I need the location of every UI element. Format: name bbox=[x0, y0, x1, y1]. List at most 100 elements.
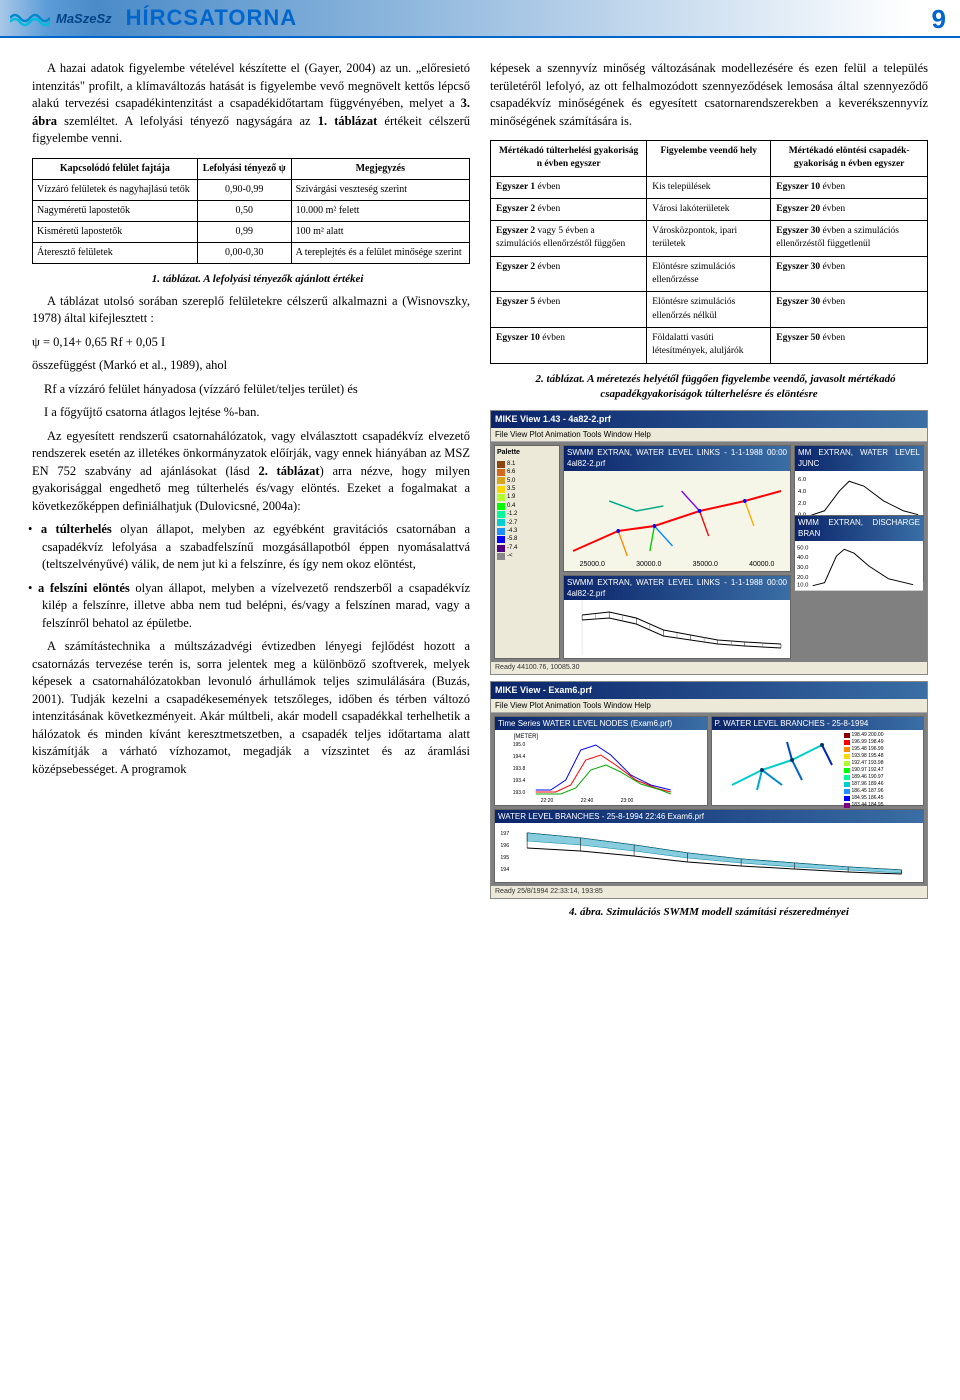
t1-cell-2-1: 0,99 bbox=[197, 221, 291, 242]
table2-caption: 2. táblázat. A méretezés helyétől függőe… bbox=[490, 372, 928, 403]
t1-cell-3-1: 0,00-0,30 bbox=[197, 242, 291, 263]
sim1-menubar: File View Plot Animation Tools Window He… bbox=[491, 428, 927, 442]
t1-cell-3-0: Áteresztő felületek bbox=[33, 242, 198, 263]
svg-text:10.0: 10.0 bbox=[797, 582, 809, 588]
t2-cell-3-2: Egyszer 30 évben bbox=[771, 256, 928, 292]
t2-h1: Figyelembe veendő hely bbox=[647, 141, 771, 177]
t2-cell-1-2: Egyszer 20 évben bbox=[771, 198, 928, 220]
t1-cell-2-0: Kisméretű lapostetők bbox=[33, 221, 198, 242]
left-p4: Az egyesített rendszerű csatornahálózato… bbox=[32, 428, 470, 516]
sim1-mini1-title: MM EXTRAN, WATER LEVEL JUNC bbox=[795, 446, 923, 470]
t2-h0: Mértékadó túlterhelési gyakoriság n évbe… bbox=[491, 141, 647, 177]
logo-area: MaSzeSz bbox=[10, 8, 112, 28]
t2-cell-1-1: Városi lakóterületek bbox=[647, 198, 771, 220]
sim1-mini2-title: WMM EXTRAN, DISCHARGE BRAN bbox=[795, 516, 923, 540]
sim1-palette: Palette 8.16.65.03.51.90.4-1.2-2.7-4.3-5… bbox=[494, 445, 560, 659]
sim1-map-title: SWMM EXTRAN, WATER LEVEL LINKS - 1-1-198… bbox=[564, 446, 790, 470]
t2-cell-4-0: Egyszer 5 évben bbox=[491, 292, 647, 328]
t2-cell-5-1: Földalatti vasúti létesítmények, aluljár… bbox=[647, 327, 771, 363]
t2-cell-2-0: Egyszer 2 vagy 5 évben a szimulációs ell… bbox=[491, 221, 647, 257]
left-column: A hazai adatok figyelembe vételével kész… bbox=[32, 60, 470, 926]
sim2-net-title: P. WATER LEVEL BRANCHES - 25-8-1994 bbox=[712, 717, 924, 730]
t2-cell-2-1: Városközpontok, ipari területek bbox=[647, 221, 771, 257]
sim2-timeseries: Time Series WATER LEVEL NODES (Exam6.prf… bbox=[494, 716, 708, 806]
t2-cell-4-2: Egyszer 30 évben bbox=[771, 292, 928, 328]
t2-cell-1-0: Egyszer 2 évben bbox=[491, 198, 647, 220]
svg-text:193.0: 193.0 bbox=[513, 790, 526, 796]
svg-text:22:20: 22:20 bbox=[541, 798, 554, 804]
sim1-mini1: MM EXTRAN, WATER LEVEL JUNC 6.0 4.0 2.0 … bbox=[794, 445, 924, 512]
sim2-body: Time Series WATER LEVEL NODES (Exam6.prf… bbox=[491, 713, 927, 886]
sim2-titlebar: MIKE View - Exam6.prf bbox=[491, 682, 927, 699]
t2-cell-0-0: Egyszer 1 évben bbox=[491, 176, 647, 198]
sim2-profile: WATER LEVEL BRANCHES - 25-8-1994 22:46 E… bbox=[494, 809, 924, 883]
t1-h0: Kapcsolódó felület fajtája bbox=[33, 158, 198, 179]
svg-text:193.4: 193.4 bbox=[513, 778, 526, 784]
bullet2-text: a felszíni elöntés olyan állapot, melybe… bbox=[38, 581, 470, 630]
t2-cell-4-1: Elöntésre szimulációs ellenőrzés nélkül bbox=[647, 292, 771, 328]
table2: Mértékadó túlterhelési gyakoriság n évbe… bbox=[490, 140, 928, 364]
svg-text:6.0: 6.0 bbox=[798, 477, 807, 483]
bullet1: a túlterhelés olyan állapot, melyben az … bbox=[32, 521, 470, 574]
t1-cell-1-1: 0,50 bbox=[197, 200, 291, 221]
t1-cell-2-2: 100 m² alatt bbox=[291, 221, 469, 242]
t2-cell-3-1: Elöntésre szimulációs ellenőrzésse bbox=[647, 256, 771, 292]
t2-h2: Mértékadó elöntési csapadék-gyakoriság n… bbox=[771, 141, 928, 177]
fig4-caption: 4. ábra. Szimulációs SWMM modell számítá… bbox=[490, 905, 928, 920]
t1-cell-0-1: 0,90-0,99 bbox=[197, 179, 291, 200]
t2-cell-5-0: Egyszer 10 évben bbox=[491, 327, 647, 363]
svg-text:196: 196 bbox=[500, 843, 509, 849]
svg-text:193.8: 193.8 bbox=[513, 766, 526, 772]
logo-text: MaSzeSz bbox=[56, 11, 112, 26]
sim2-ts-chart: [METER] 195.0 194.4 193.8 193.4 193.0 bbox=[495, 730, 707, 805]
sim1-titlebar: MIKE View 1.43 - 4a82-2.prf bbox=[491, 411, 927, 428]
svg-text:23:00: 23:00 bbox=[621, 798, 634, 804]
svg-text:195: 195 bbox=[500, 855, 509, 861]
t1-cell-0-2: Szivárgási veszteség szerint bbox=[291, 179, 469, 200]
sim-figure-1: MIKE View 1.43 - 4a82-2.prf File View Pl… bbox=[490, 410, 928, 898]
sim2-profile-title: WATER LEVEL BRANCHES - 25-8-1994 22:46 E… bbox=[495, 810, 923, 823]
sim2-network: P. WATER LEVEL BRANCHES - 25-8-1994 bbox=[711, 716, 925, 806]
t1-cell-3-2: A tereplejtés és a felület minősége szer… bbox=[291, 242, 469, 263]
t2-cell-0-2: Egyszer 10 évben bbox=[771, 176, 928, 198]
var-i: I a főgyűjtő csatorna átlagos lejtése %-… bbox=[32, 404, 470, 422]
sim2-status: Ready 25/8/1994 22:33:14, 193:85 bbox=[491, 886, 927, 898]
sim2-window: MIKE View - Exam6.prf File View Plot Ani… bbox=[490, 681, 928, 898]
t2-cell-5-2: Egyszer 50 évben bbox=[771, 327, 928, 363]
bullet1-text: a túlterhelés olyan állapot, melyben az … bbox=[41, 522, 470, 571]
sim1-profile-chart bbox=[564, 600, 790, 655]
sim2-ts-title: Time Series WATER LEVEL NODES (Exam6.prf… bbox=[495, 717, 707, 730]
t1-cell-0-0: Vízzáró felületek és nagyhajlású tetők bbox=[33, 179, 198, 200]
right-column: képesek a szennyvíz minőség változásának… bbox=[490, 60, 928, 926]
left-p1: A hazai adatok figyelembe vételével kész… bbox=[32, 60, 470, 148]
svg-text:40.0: 40.0 bbox=[797, 555, 809, 561]
svg-text:20.0: 20.0 bbox=[797, 574, 809, 580]
svg-text:194.4: 194.4 bbox=[513, 754, 526, 760]
sim1-map-panel: SWMM EXTRAN, WATER LEVEL LINKS - 1-1-198… bbox=[563, 445, 791, 571]
t1-cell-1-2: 10.000 m² felett bbox=[291, 200, 469, 221]
t2-cell-2-2: Egyszer 30 évben a szimulációs ellenőrzé… bbox=[771, 221, 928, 257]
sim1-profile-panel: SWMM EXTRAN, WATER LEVEL LINKS - 1-1-198… bbox=[563, 575, 791, 660]
t1-h2: Megjegyzés bbox=[291, 158, 469, 179]
wave-logo-icon bbox=[10, 8, 50, 28]
header-bar: MaSzeSz HÍRCSATORNA 9 bbox=[0, 0, 960, 38]
svg-text:2.0: 2.0 bbox=[798, 500, 807, 506]
sim2-profile-chart: 197 196 195 194 bbox=[495, 823, 923, 878]
sim2-net-chart bbox=[712, 730, 842, 805]
svg-text:50.0: 50.0 bbox=[797, 545, 809, 551]
content-area: A hazai adatok figyelembe vételével kész… bbox=[0, 38, 960, 946]
t2-cell-3-0: Egyszer 2 évben bbox=[491, 256, 647, 292]
sim1-right-charts: MM EXTRAN, WATER LEVEL JUNC 6.0 4.0 2.0 … bbox=[794, 445, 924, 659]
table1-caption: 1. táblázat. A lefolyási tényezők ajánlo… bbox=[32, 272, 470, 287]
sim1-window: MIKE View 1.43 - 4a82-2.prf File View Pl… bbox=[490, 410, 928, 675]
sim2-menubar: File View Plot Animation Tools Window He… bbox=[491, 699, 927, 713]
left-p2: A táblázat utolsó sorában szereplő felül… bbox=[32, 293, 470, 328]
var-rf: Rf a vízzáró felület hányadosa (vízzáró … bbox=[32, 381, 470, 399]
t1-cell-1-0: Nagyméretű lapostetők bbox=[33, 200, 198, 221]
sim1-body: Palette 8.16.65.03.51.90.4-1.2-2.7-4.3-5… bbox=[491, 442, 927, 662]
header-title: HÍRCSATORNA bbox=[126, 5, 298, 31]
t1-h1: Lefolyási tényező ψ bbox=[197, 158, 291, 179]
table1: Kapcsolódó felület fajtája Lefolyási tén… bbox=[32, 158, 470, 264]
formula: ψ = 0,14+ 0,65 Rf + 0,05 I bbox=[32, 334, 470, 352]
svg-text:30.0: 30.0 bbox=[797, 564, 809, 570]
